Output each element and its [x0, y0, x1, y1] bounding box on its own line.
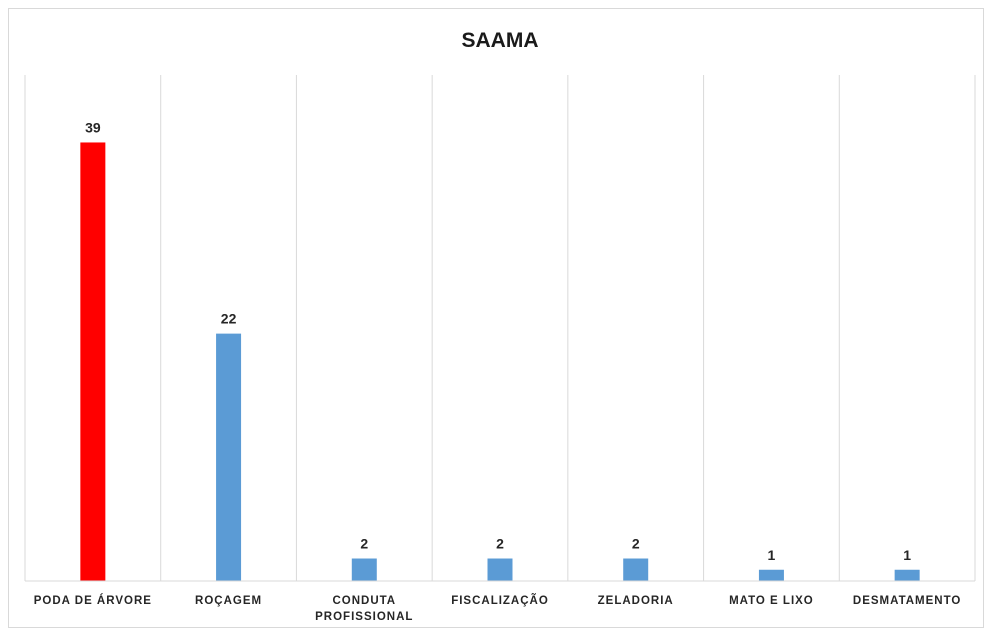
- category-tick-label: FISCALIZAÇÃO: [451, 594, 549, 607]
- bar: [758, 569, 784, 581]
- data-label: 2: [496, 536, 504, 552]
- category-tick-label: DESMATAMENTO: [853, 595, 961, 607]
- category-tick-label-line: MATO E LIXO: [729, 595, 814, 607]
- grid-lines: [24, 75, 976, 581]
- category-tick-label: MATO E LIXO: [729, 595, 814, 607]
- bars: [80, 142, 920, 581]
- category-tick-label-line: CONDUTA: [332, 595, 396, 607]
- data-label: 2: [360, 536, 368, 552]
- category-tick-label: ZELADORIA: [598, 595, 674, 607]
- data-label: 39: [85, 119, 101, 135]
- chart-title: SAAMA: [462, 29, 539, 52]
- bar: [351, 558, 377, 581]
- chart-frame: [8, 8, 984, 628]
- category-tick-labels: PODA DE ÁRVORE ROÇAGEM CONDUTA PROFISSIONAL…: [34, 594, 961, 623]
- category-tick-label: PODA DE ÁRVORE: [34, 594, 152, 607]
- data-label: 1: [903, 547, 911, 563]
- bar: [623, 558, 649, 581]
- data-label: 2: [632, 536, 640, 552]
- category-tick-label-line: PROFISSIONAL: [315, 611, 413, 623]
- category-tick-label-line: FISCALIZAÇÃO: [451, 594, 549, 607]
- category-tick-label: CONDUTA PROFISSIONAL: [315, 595, 413, 623]
- category-tick-label: ROÇAGEM: [195, 595, 262, 607]
- category-tick-label-line: PODA DE ÁRVORE: [34, 594, 152, 607]
- bar: [216, 333, 242, 581]
- category-tick-label-line: ZELADORIA: [598, 595, 674, 607]
- category-tick-label-line: DESMATAMENTO: [853, 595, 961, 607]
- bar: [487, 558, 513, 581]
- bar: [894, 569, 920, 581]
- data-label: 1: [768, 547, 776, 563]
- data-label: 22: [221, 311, 237, 327]
- bar: [80, 142, 106, 581]
- category-tick-label-line: ROÇAGEM: [195, 595, 262, 607]
